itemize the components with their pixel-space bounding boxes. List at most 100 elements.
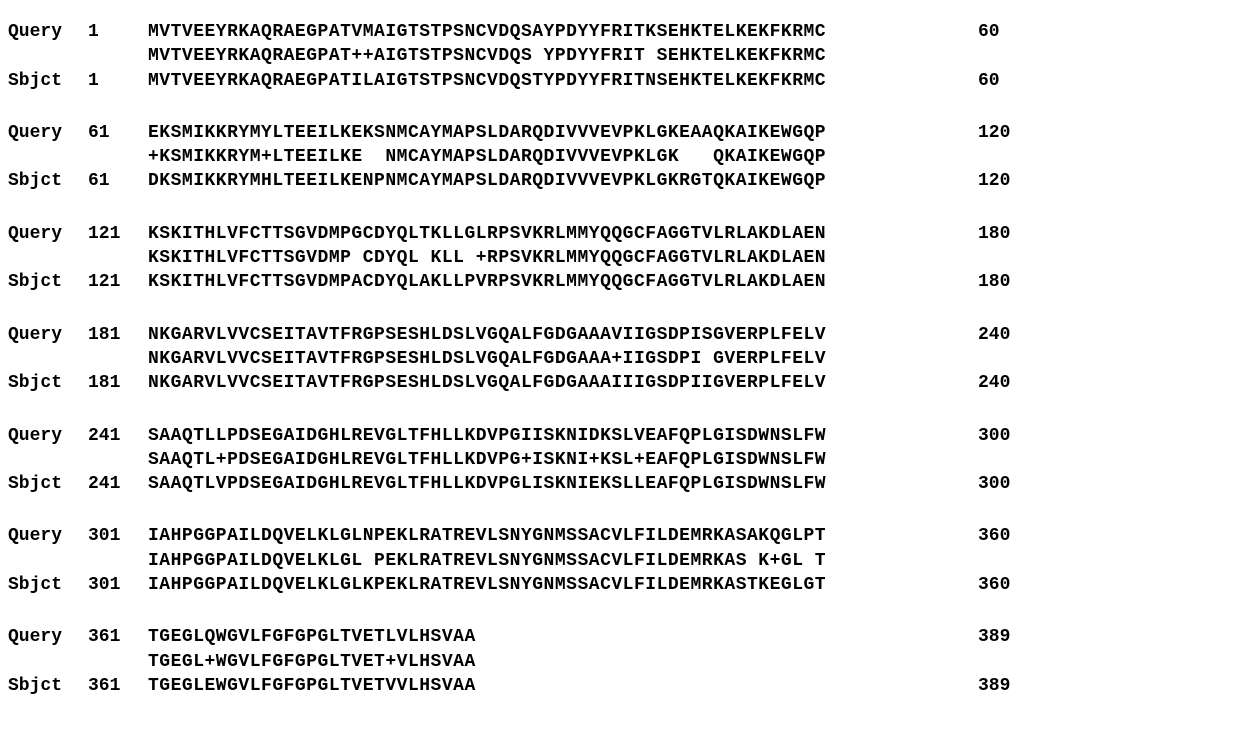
query-sequence: EKSMIKKRYMYLTEEILKEKSNMCAYMAPSLDARQDIVVV… <box>148 121 948 145</box>
sbjct-row: Sbjct181NKGARVLVVCSEITAVTFRGPSESHLDSLVGQ… <box>8 371 1232 395</box>
query-end: 360 <box>948 524 1010 548</box>
row-label: Sbjct <box>8 472 88 496</box>
query-row: Query181NKGARVLVVCSEITAVTFRGPSESHLDSLVGQ… <box>8 323 1232 347</box>
row-label: Query <box>8 323 88 347</box>
query-row: Query121KSKITHLVFCTTSGVDMPGCDYQLTKLLGLRP… <box>8 222 1232 246</box>
query-sequence: KSKITHLVFCTTSGVDMPGCDYQLTKLLGLRPSVKRLMMY… <box>148 222 948 246</box>
row-label: Query <box>8 20 88 44</box>
query-start: 301 <box>88 524 148 548</box>
query-end: 180 <box>948 222 1010 246</box>
midline-row: +KSMIKKRYM+LTEEILKE NMCAYMAPSLDARQDIVVVE… <box>8 145 1232 169</box>
query-start: 61 <box>88 121 148 145</box>
midline-end-empty <box>948 246 978 270</box>
row-label: Sbjct <box>8 371 88 395</box>
sequence-alignment: Query1MVTVEEYRKAQRAEGPATVMAIGTSTPSNCVDQS… <box>8 20 1232 698</box>
row-label: Sbjct <box>8 674 88 698</box>
alignment-block: Query241SAAQTLLPDSEGAIDGHLREVGLTFHLLKDVP… <box>8 424 1232 497</box>
query-start: 361 <box>88 625 148 649</box>
sbjct-end: 180 <box>948 270 1010 294</box>
query-start: 241 <box>88 424 148 448</box>
sbjct-sequence: KSKITHLVFCTTSGVDMPACDYQLAKLLPVRPSVKRLMMY… <box>148 270 948 294</box>
row-label: Query <box>8 424 88 448</box>
query-end: 60 <box>948 20 1000 44</box>
sbjct-row: Sbjct301IAHPGGPAILDQVELKLGLKPEKLRATREVLS… <box>8 573 1232 597</box>
alignment-block: Query121KSKITHLVFCTTSGVDMPGCDYQLTKLLGLRP… <box>8 222 1232 295</box>
sbjct-sequence: SAAQTLVPDSEGAIDGHLREVGLTFHLLKDVPGLISKNIE… <box>148 472 948 496</box>
row-label: Sbjct <box>8 573 88 597</box>
midline-row: IAHPGGPAILDQVELKLGL PEKLRATREVLSNYGNMSSA… <box>8 549 1232 573</box>
sbjct-start: 61 <box>88 169 148 193</box>
midline-row: MVTVEEYRKAQRAEGPAT++AIGTSTPSNCVDQS YPDYY… <box>8 44 1232 68</box>
midline-end-empty <box>948 145 978 169</box>
row-label: Sbjct <box>8 169 88 193</box>
sbjct-end: 60 <box>948 69 1000 93</box>
sbjct-end: 360 <box>948 573 1010 597</box>
query-end: 120 <box>948 121 1010 145</box>
sbjct-row: Sbjct361TGEGLEWGVLFGFGPGLTVETVVLHSVAA389 <box>8 674 1232 698</box>
query-end: 240 <box>948 323 1010 347</box>
sbjct-start: 301 <box>88 573 148 597</box>
midline-sequence: KSKITHLVFCTTSGVDMP CDYQL KLL +RPSVKRLMMY… <box>148 246 948 270</box>
query-start: 121 <box>88 222 148 246</box>
sbjct-row: Sbjct121KSKITHLVFCTTSGVDMPACDYQLAKLLPVRP… <box>8 270 1232 294</box>
query-row: Query301IAHPGGPAILDQVELKLGLNPEKLRATREVLS… <box>8 524 1232 548</box>
sbjct-start: 1 <box>88 69 148 93</box>
sbjct-sequence: NKGARVLVVCSEITAVTFRGPSESHLDSLVGQALFGDGAA… <box>148 371 948 395</box>
midline-row: KSKITHLVFCTTSGVDMP CDYQL KLL +RPSVKRLMMY… <box>8 246 1232 270</box>
alignment-block: Query181NKGARVLVVCSEITAVTFRGPSESHLDSLVGQ… <box>8 323 1232 396</box>
midline-row: SAAQTL+PDSEGAIDGHLREVGLTFHLLKDVPG+ISKNI+… <box>8 448 1232 472</box>
sbjct-sequence: TGEGLEWGVLFGFGPGLTVETVVLHSVAA <box>148 674 948 698</box>
alignment-block: Query1MVTVEEYRKAQRAEGPATVMAIGTSTPSNCVDQS… <box>8 20 1232 93</box>
midline-end-empty <box>948 347 978 371</box>
row-label: Query <box>8 524 88 548</box>
query-row: Query1MVTVEEYRKAQRAEGPATVMAIGTSTPSNCVDQS… <box>8 20 1232 44</box>
row-label-empty <box>8 145 88 169</box>
midline-start-empty <box>88 448 148 472</box>
row-label-empty <box>8 650 88 674</box>
midline-start-empty <box>88 44 148 68</box>
row-label: Sbjct <box>8 69 88 93</box>
midline-end-empty <box>948 448 978 472</box>
midline-start-empty <box>88 650 148 674</box>
sbjct-sequence: DKSMIKKRYMHLTEEILKENPNMCAYMAPSLDARQDIVVV… <box>148 169 948 193</box>
sbjct-start: 361 <box>88 674 148 698</box>
midline-row: NKGARVLVVCSEITAVTFRGPSESHLDSLVGQALFGDGAA… <box>8 347 1232 371</box>
midline-end-empty <box>948 44 978 68</box>
row-label: Sbjct <box>8 270 88 294</box>
query-end: 389 <box>948 625 1010 649</box>
midline-start-empty <box>88 347 148 371</box>
midline-sequence: MVTVEEYRKAQRAEGPAT++AIGTSTPSNCVDQS YPDYY… <box>148 44 948 68</box>
midline-end-empty <box>948 549 978 573</box>
row-label-empty <box>8 549 88 573</box>
row-label-empty <box>8 246 88 270</box>
row-label: Query <box>8 222 88 246</box>
row-label-empty <box>8 448 88 472</box>
sbjct-end: 120 <box>948 169 1010 193</box>
midline-sequence: SAAQTL+PDSEGAIDGHLREVGLTFHLLKDVPG+ISKNI+… <box>148 448 948 472</box>
midline-sequence: NKGARVLVVCSEITAVTFRGPSESHLDSLVGQALFGDGAA… <box>148 347 948 371</box>
sbjct-row: Sbjct61DKSMIKKRYMHLTEEILKENPNMCAYMAPSLDA… <box>8 169 1232 193</box>
sbjct-sequence: MVTVEEYRKAQRAEGPATILAIGTSTPSNCVDQSTYPDYY… <box>148 69 948 93</box>
sbjct-row: Sbjct241SAAQTLVPDSEGAIDGHLREVGLTFHLLKDVP… <box>8 472 1232 496</box>
sbjct-end: 300 <box>948 472 1010 496</box>
midline-sequence: +KSMIKKRYM+LTEEILKE NMCAYMAPSLDARQDIVVVE… <box>148 145 948 169</box>
row-label-empty <box>8 44 88 68</box>
query-row: Query361TGEGLQWGVLFGFGPGLTVETLVLHSVAA389 <box>8 625 1232 649</box>
query-row: Query241SAAQTLLPDSEGAIDGHLREVGLTFHLLKDVP… <box>8 424 1232 448</box>
midline-sequence: IAHPGGPAILDQVELKLGL PEKLRATREVLSNYGNMSSA… <box>148 549 948 573</box>
sbjct-end: 389 <box>948 674 1010 698</box>
row-label: Query <box>8 121 88 145</box>
query-sequence: TGEGLQWGVLFGFGPGLTVETLVLHSVAA <box>148 625 948 649</box>
query-sequence: IAHPGGPAILDQVELKLGLNPEKLRATREVLSNYGNMSSA… <box>148 524 948 548</box>
alignment-block: Query361TGEGLQWGVLFGFGPGLTVETLVLHSVAA389… <box>8 625 1232 698</box>
sbjct-start: 121 <box>88 270 148 294</box>
query-start: 1 <box>88 20 148 44</box>
row-label: Query <box>8 625 88 649</box>
sbjct-row: Sbjct1MVTVEEYRKAQRAEGPATILAIGTSTPSNCVDQS… <box>8 69 1232 93</box>
alignment-block: Query61EKSMIKKRYMYLTEEILKEKSNMCAYMAPSLDA… <box>8 121 1232 194</box>
sbjct-end: 240 <box>948 371 1010 395</box>
midline-row: TGEGL+WGVLFGFGPGLTVET+VLHSVAA <box>8 650 1232 674</box>
row-label-empty <box>8 347 88 371</box>
query-start: 181 <box>88 323 148 347</box>
alignment-block: Query301IAHPGGPAILDQVELKLGLNPEKLRATREVLS… <box>8 524 1232 597</box>
